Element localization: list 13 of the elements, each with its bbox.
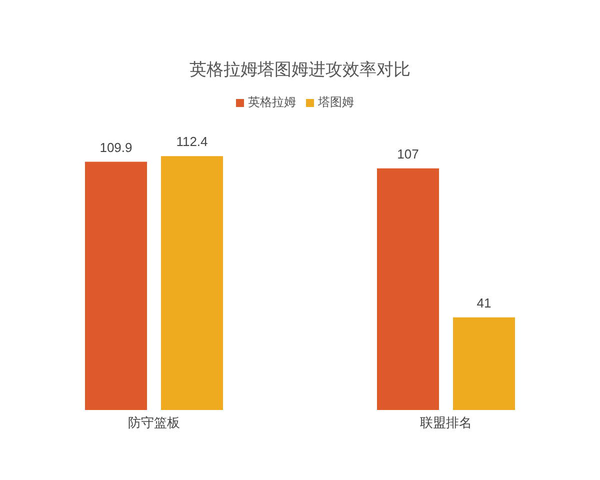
legend-label: 英格拉姆 — [248, 95, 296, 109]
bar — [85, 162, 147, 410]
bar — [453, 317, 515, 410]
x-tick-label: 防守篮板 — [128, 415, 180, 430]
data-label: 107 — [397, 146, 419, 162]
data-label: 109.9 — [100, 140, 132, 155]
data-label: 112.4 — [176, 134, 208, 150]
bar — [377, 168, 439, 410]
bar — [161, 156, 223, 410]
x-tick-label: 联盟排名 — [420, 415, 472, 430]
chart-title: 英格拉姆塔图姆进攻效率对比 — [188, 59, 412, 81]
legend-label: 塔图姆 — [318, 95, 354, 109]
data-label: 41 — [476, 295, 492, 310]
